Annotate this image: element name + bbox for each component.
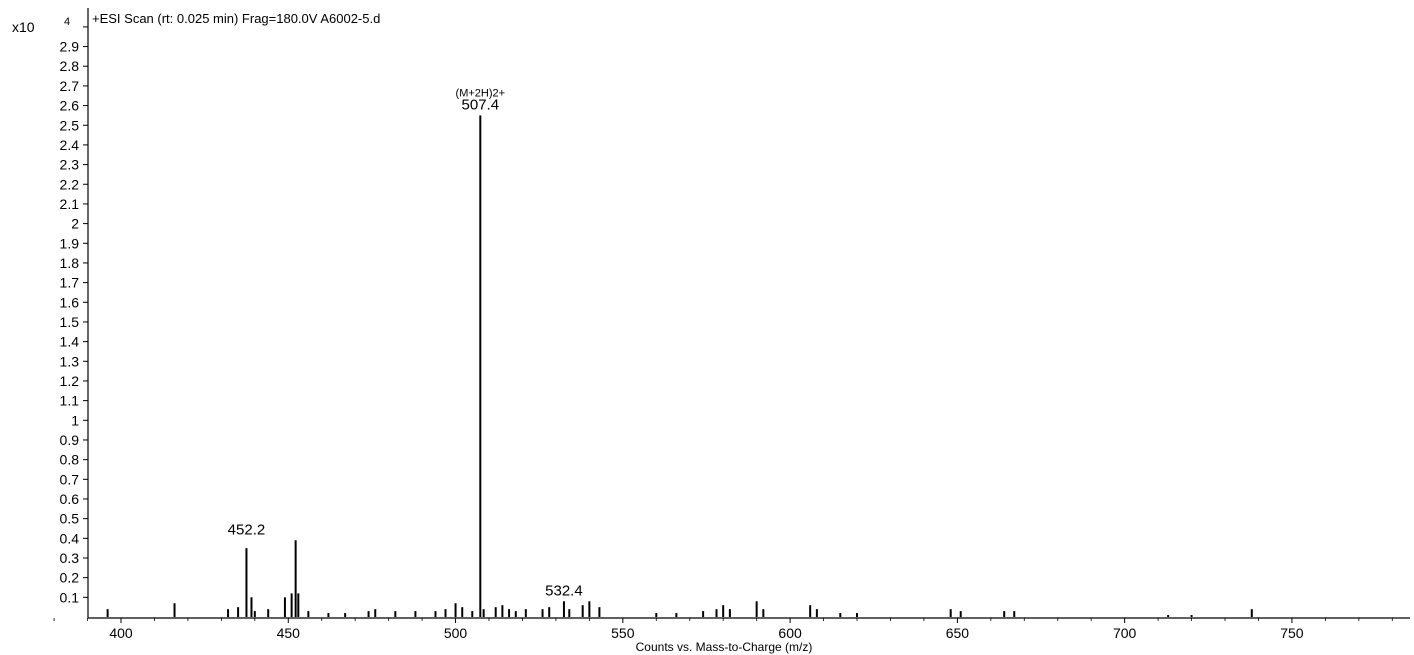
y-tick-label: 1.5 [60,314,80,330]
y-tick-label: 0.8 [60,452,80,468]
y-tick-label: 2.8 [60,58,80,74]
y-tick-label: 0.5 [60,511,80,527]
y-tick-label: 1.2 [60,373,80,389]
y-tick-label: 1.3 [60,353,80,369]
x-tick-label: 750 [1280,625,1304,641]
y-tick-label: 2.2 [60,176,80,192]
y-tick-label: 2.3 [60,157,80,173]
y-tick-label: 1.8 [60,255,80,271]
y-tick-label: 1.6 [60,294,80,310]
y-tick-label: 1.7 [60,275,80,291]
y-tick-label: 0.1 [60,589,80,605]
y-axis: 0.1 0.2 0.3 0.4 0.5 0.6 0.7 0.8 0.9 1 1.1 1.2 1.3 1.4… [60,26,88,605]
peaks [106,115,1253,617]
y-tick-label: 1.1 [60,393,80,409]
y-tick-label: 0.2 [60,570,80,586]
y-tick-label: 2.9 [60,39,80,55]
y-tick-label: 0.9 [60,432,80,448]
x-tick-label: 500 [444,625,468,641]
y-tick-label: 2.4 [60,137,80,153]
y-scale-exponent: 4 [64,16,70,28]
y-tick-label: 2.6 [60,98,80,114]
peak-annotations: 452.2(M+2H)2+507.4532.4(M+H)+1013.5(M+Na… [228,87,583,599]
y-tick-label: 1 [71,412,79,428]
y-tick-label: 1.9 [60,235,80,251]
x-tick-label: 450 [277,625,301,641]
x-tick-label: 600 [778,625,802,641]
y-tick-label: 1.4 [60,334,80,350]
y-scale-label: x10 [12,19,35,35]
peak-annotation: 532.4 [545,582,583,599]
plot-frame [87,8,1410,619]
peak-annotation: 452.2 [228,521,266,538]
y-tick-label: 2.1 [60,196,80,212]
x-tick-label: 550 [611,625,635,641]
x-axis-label: Counts vs. Mass-to-Charge (m/z) [636,640,813,654]
y-tick-label: 0.6 [60,491,80,507]
peak-annotation: (M+2H)2+ [456,87,506,99]
x-tick-label: 650 [946,625,970,641]
chart-title: +ESI Scan (rt: 0.025 min) Frag=180.0V A6… [92,11,380,26]
x-axis: 4004505005506006507007508008509009501000… [53,618,1393,641]
x-tick-label: 700 [1113,625,1137,641]
y-tick-label: 2 [71,216,79,232]
y-tick-label: 0.4 [60,530,80,546]
y-tick-label: 0.7 [60,471,80,487]
x-tick-label: 400 [109,625,133,641]
y-tick-label: 2.5 [60,117,80,133]
peak-annotation: 507.4 [462,96,500,113]
y-tick-label: 2.7 [60,78,80,94]
y-tick-label: 0.3 [60,550,80,566]
